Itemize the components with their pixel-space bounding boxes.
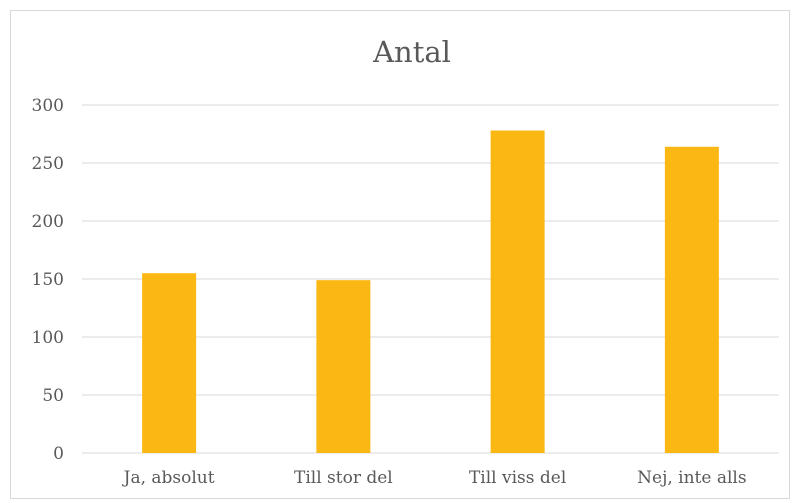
y-axis-tick-labels: 0 50 100 150 200 250 300: [32, 96, 64, 464]
y-tick-label: 200: [32, 212, 64, 232]
y-tick-label: 50: [42, 386, 64, 406]
y-tick-label: 300: [32, 96, 64, 116]
chart-frame: [10, 10, 790, 499]
y-tick-label: 150: [32, 270, 64, 290]
x-category-label: Ja, absolut: [122, 468, 215, 488]
gridlines: [82, 104, 779, 454]
bar: [490, 130, 545, 453]
bar: [316, 280, 371, 453]
x-category-label: Till viss del: [469, 468, 566, 488]
x-category-label: Till stor del: [294, 468, 393, 488]
x-category-label: Nej, inte alls: [637, 468, 746, 488]
bar: [142, 273, 197, 453]
y-tick-label: 100: [32, 328, 64, 348]
y-tick-label: 250: [32, 154, 64, 174]
bar: [664, 146, 719, 453]
chart-title: Antal: [372, 35, 451, 69]
y-tick-label: 0: [53, 444, 64, 464]
bars: [142, 130, 719, 453]
x-axis-category-labels: Ja, absolut Till stor del Till viss del Nej…: [122, 468, 747, 488]
